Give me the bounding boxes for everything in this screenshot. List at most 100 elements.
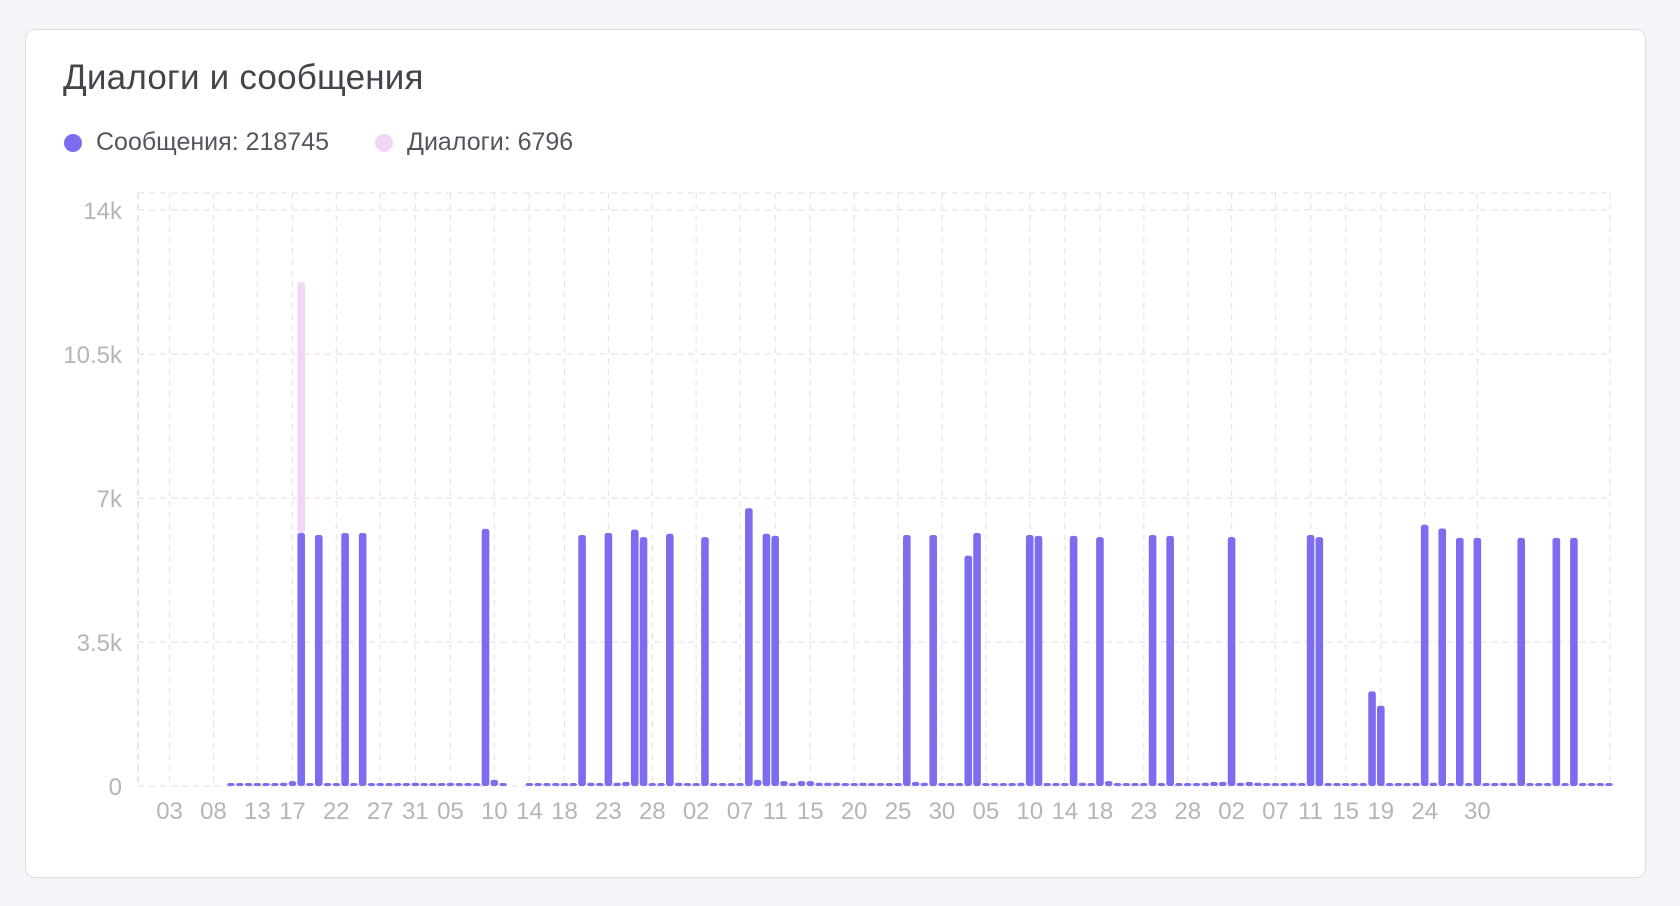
bar-messages[interactable]	[797, 781, 806, 786]
bar-messages[interactable]	[692, 783, 700, 786]
legend-item-dialogs[interactable]: Диалоги: 6796	[375, 128, 573, 157]
bar-messages[interactable]	[613, 782, 621, 786]
bar-messages[interactable]	[648, 783, 657, 786]
bar-messages[interactable]	[402, 783, 411, 786]
bar-messages[interactable]	[1534, 783, 1543, 786]
bar-messages[interactable]	[1166, 535, 1174, 786]
bar-messages[interactable]	[736, 783, 744, 786]
bar-messages[interactable]	[411, 782, 420, 786]
bar-messages[interactable]	[903, 535, 911, 786]
bar-messages[interactable]	[1061, 783, 1069, 786]
bar-messages[interactable]	[894, 783, 902, 786]
bar-messages[interactable]	[578, 535, 586, 786]
bar-messages[interactable]	[262, 783, 270, 786]
bar-messages[interactable]	[1052, 783, 1060, 786]
bar-messages[interactable]	[323, 783, 332, 786]
bar-messages[interactable]	[850, 783, 858, 786]
bar-messages[interactable]	[499, 783, 507, 786]
bar-messages[interactable]	[1262, 783, 1271, 786]
bar-messages[interactable]	[999, 783, 1008, 786]
bar-messages[interactable]	[938, 783, 946, 786]
bar-messages[interactable]	[464, 783, 472, 786]
bar-messages[interactable]	[1499, 782, 1508, 786]
bar-messages[interactable]	[1183, 783, 1192, 786]
bar-messages[interactable]	[253, 783, 262, 786]
bar-messages[interactable]	[955, 783, 964, 786]
bar-messages[interactable]	[1219, 781, 1227, 786]
bar-messages[interactable]	[1043, 783, 1052, 786]
bar-messages[interactable]	[1420, 524, 1429, 786]
bar-messages[interactable]	[1447, 783, 1455, 786]
bar-messages[interactable]	[727, 783, 736, 786]
bar-messages[interactable]	[859, 782, 867, 786]
bar-messages[interactable]	[1140, 783, 1148, 786]
bar-messages[interactable]	[1394, 783, 1403, 786]
bar-messages[interactable]	[718, 783, 727, 786]
bar-messages[interactable]	[1350, 783, 1359, 786]
bar-messages[interactable]	[604, 532, 613, 786]
bar-messages[interactable]	[1596, 783, 1605, 786]
bar-messages[interactable]	[420, 783, 428, 786]
bar-messages[interactable]	[1552, 537, 1561, 786]
bar-messages[interactable]	[358, 532, 367, 786]
bar-messages[interactable]	[885, 783, 894, 786]
bar-messages[interactable]	[367, 783, 376, 786]
bar-messages[interactable]	[1315, 537, 1324, 786]
bar-messages[interactable]	[1227, 537, 1236, 786]
bar-messages[interactable]	[235, 783, 244, 786]
bar-messages[interactable]	[1236, 782, 1245, 786]
bar-messages[interactable]	[1131, 783, 1139, 786]
bar-messages[interactable]	[288, 781, 297, 786]
bar-dialogs[interactable]	[297, 282, 306, 533]
bar-messages[interactable]	[385, 783, 393, 786]
bar-messages[interactable]	[1025, 535, 1034, 786]
bar-messages[interactable]	[1280, 783, 1289, 786]
bar-messages[interactable]	[867, 783, 876, 786]
bar-messages[interactable]	[982, 783, 990, 786]
bar-messages[interactable]	[946, 783, 955, 786]
bar-messages[interactable]	[1210, 781, 1218, 786]
bar-messages[interactable]	[297, 532, 306, 786]
bar-messages[interactable]	[1104, 781, 1113, 786]
bar-messages[interactable]	[1508, 783, 1517, 786]
bar-messages[interactable]	[1368, 691, 1376, 786]
bar-messages[interactable]	[543, 783, 551, 786]
bar-messages[interactable]	[1289, 782, 1297, 786]
bar-messages[interactable]	[350, 783, 358, 786]
bar-messages[interactable]	[393, 783, 402, 786]
bar-messages[interactable]	[534, 783, 542, 786]
bar-messages[interactable]	[674, 782, 683, 786]
bar-messages[interactable]	[1473, 537, 1482, 786]
bar-messages[interactable]	[753, 779, 762, 786]
bar-messages[interactable]	[437, 783, 446, 786]
bar-messages[interactable]	[1385, 783, 1394, 786]
bar-messages[interactable]	[1157, 783, 1166, 786]
bar-messages[interactable]	[832, 782, 841, 786]
bar-messages[interactable]	[920, 782, 929, 786]
bar-messages[interactable]	[244, 783, 253, 786]
bar-messages[interactable]	[1333, 783, 1341, 786]
bar-messages[interactable]	[314, 535, 323, 786]
bar-messages[interactable]	[1175, 783, 1183, 786]
bar-messages[interactable]	[666, 533, 674, 786]
bar-messages[interactable]	[1578, 783, 1587, 786]
bar-messages[interactable]	[1587, 783, 1596, 786]
bar-messages[interactable]	[1271, 783, 1280, 786]
bar-messages[interactable]	[1605, 783, 1613, 786]
bar-messages[interactable]	[1517, 537, 1526, 786]
bar-messages[interactable]	[771, 535, 779, 786]
bar-messages[interactable]	[429, 783, 437, 786]
bar-messages[interactable]	[806, 781, 815, 786]
bar-messages[interactable]	[481, 528, 490, 786]
bar-messages[interactable]	[1403, 783, 1411, 786]
bar-messages[interactable]	[639, 537, 648, 786]
bar-messages[interactable]	[1429, 782, 1438, 786]
bar-messages[interactable]	[1464, 783, 1473, 786]
bar-messages[interactable]	[1526, 783, 1534, 786]
bar-messages[interactable]	[551, 783, 560, 786]
bar-messages[interactable]	[306, 783, 314, 786]
bar-messages[interactable]	[1254, 782, 1262, 786]
bar-messages[interactable]	[815, 782, 823, 786]
bar-messages[interactable]	[876, 783, 885, 786]
bar-messages[interactable]	[1570, 537, 1578, 786]
